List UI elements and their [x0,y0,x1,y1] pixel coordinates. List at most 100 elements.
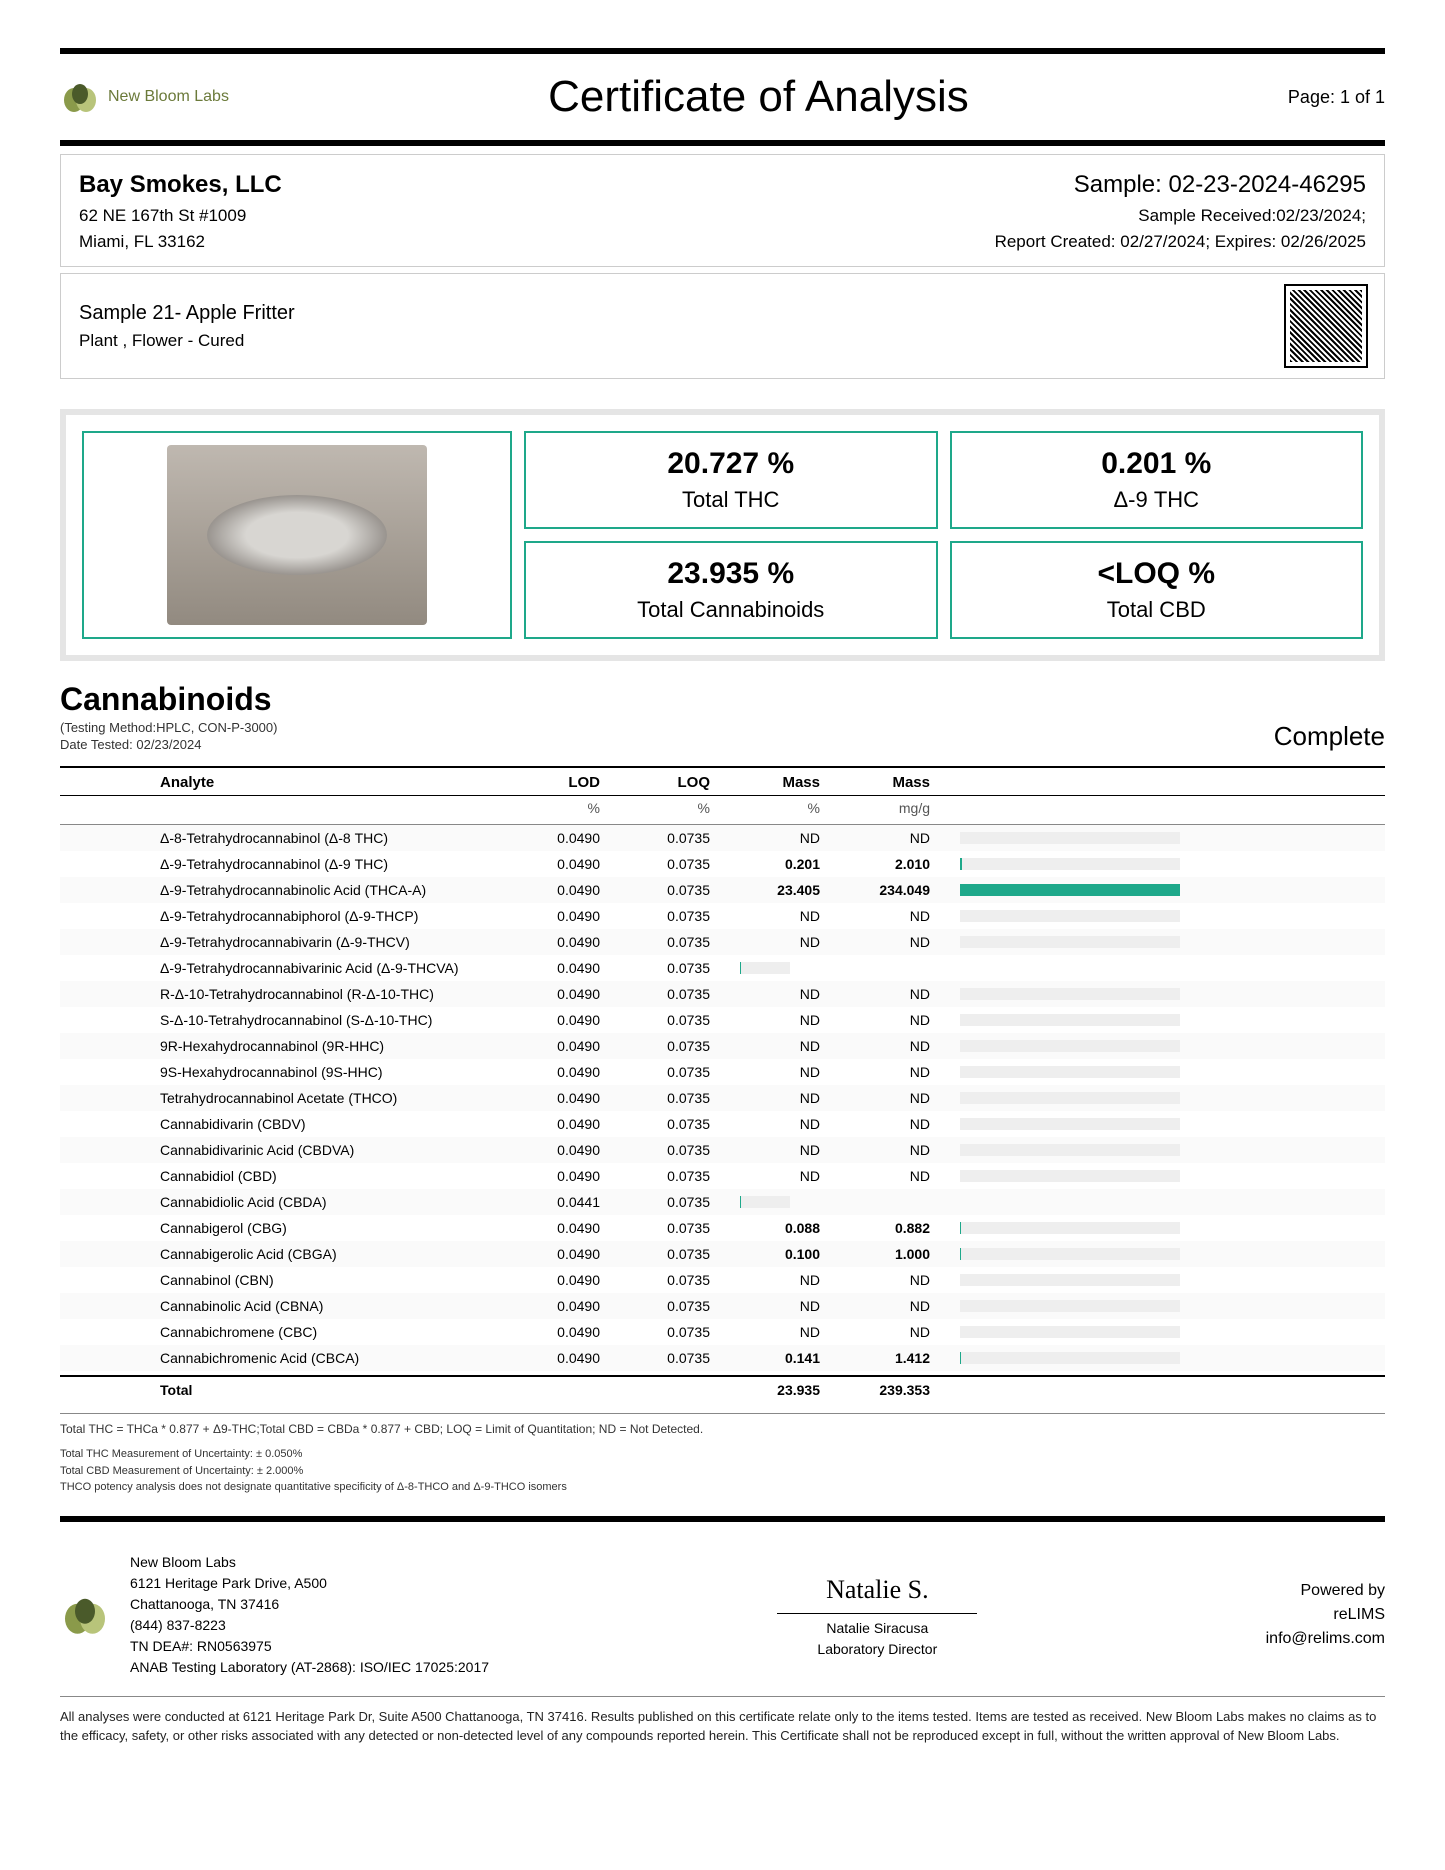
cell-mass-mgg: ND [850,908,960,924]
client-addr2: Miami, FL 33162 [79,229,282,255]
col-mass-pct: Mass [740,774,850,791]
cell-mass-pct: ND [740,1012,850,1028]
table-row: Δ-9-Tetrahydrocannabivarinic Acid (Δ-9-T… [60,955,1385,981]
analyte-name: Cannabichromenic Acid (CBCA) [160,1350,520,1366]
cell-lod: 0.0490 [520,986,630,1002]
cell-lod: 0.0490 [520,1246,630,1262]
cell-loq: 0.0735 [630,908,740,924]
table-row: Cannabidivarinic Acid (CBDVA)0.04900.073… [60,1137,1385,1163]
cell-loq: 0.0735 [630,1038,740,1054]
cell-mass-pct: ND [740,986,850,1002]
analyte-name: Cannabidivarinic Acid (CBDVA) [160,1142,520,1158]
client-name: Bay Smokes, LLC [79,167,282,203]
cell-mass-mgg: ND [850,1038,960,1054]
stat-label: Δ-9 THC [952,487,1362,513]
sample-photo [82,431,512,639]
sig-title: Laboratory Director [777,1639,977,1660]
brand-name: New Bloom Labs [108,88,229,106]
unit-lod: % [520,800,630,816]
sample-matrix: Plant , Flower - Cured [79,328,295,354]
sample-received: Sample Received:02/23/2024; [995,203,1366,229]
table-row: Δ-9-Tetrahydrocannabinol (Δ-9 THC)0.0490… [60,851,1385,877]
cell-mass-pct: ND [740,908,850,924]
leaf-icon [60,82,100,112]
stat-value: 23.935 % [526,557,936,591]
stat-total-cannabinoids: 23.935 % Total Cannabinoids [524,541,938,639]
total-mass-pct: 23.935 [740,1382,850,1398]
cell-mass-pct: 0.201 [740,856,850,872]
cell-mass-pct: 0.100 [740,1246,850,1262]
footnote-cbd-mou: Total CBD Measurement of Uncertainty: ± … [60,1463,1385,1480]
analyte-name: Cannabidiolic Acid (CBDA) [160,1194,520,1210]
cell-lod: 0.0490 [520,882,630,898]
analyte-name: 9S-Hexahydrocannabinol (9S-HHC) [160,1064,520,1080]
cell-mass-pct: ND [740,1090,850,1106]
table-row: R-Δ-10-Tetrahydrocannabinol (R-Δ-10-THC)… [60,981,1385,1007]
analyte-name: S-Δ-10-Tetrahydrocannabinol (S-Δ-10-THC) [160,1012,520,1028]
cell-mass-pct: 0.141 [740,1350,850,1366]
cell-loq: 0.0735 [630,1142,740,1158]
sig-name: Natalie Siracusa [777,1618,977,1639]
footnote-thco: THCO potency analysis does not designate… [60,1479,1385,1496]
bar-chart-cell [740,1196,790,1208]
powered-brand: reLIMS [1266,1603,1385,1627]
stat-value: 0.201 % [952,447,1362,481]
cell-loq: 0.0735 [630,830,740,846]
cell-mass-pct: 0.088 [740,1220,850,1236]
sample-id: Sample: 02-23-2024-46295 [995,167,1366,203]
analyte-name: Cannabinol (CBN) [160,1272,520,1288]
cell-loq: 0.0735 [630,960,740,976]
cell-mass-mgg: ND [850,830,960,846]
section-status: Complete [1274,721,1385,752]
cell-lod: 0.0490 [520,1142,630,1158]
cell-loq: 0.0735 [630,1246,740,1262]
cell-lod: 0.0490 [520,856,630,872]
bar-chart-cell [740,962,790,974]
page-header: New Bloom Labs Certificate of Analysis P… [60,62,1385,132]
col-analyte: Analyte [160,774,520,791]
bar-chart-cell [960,1092,1180,1104]
bar-chart-cell [960,858,1180,870]
stat-label: Total CBD [952,597,1362,623]
lab-phone: (844) 837-8223 [130,1615,489,1636]
table-row: Δ-9-Tetrahydrocannabivarin (Δ-9-THCV)0.0… [60,929,1385,955]
cell-loq: 0.0735 [630,856,740,872]
cell-loq: 0.0735 [630,1116,740,1132]
col-lod: LOD [520,774,630,791]
cell-lod: 0.0490 [520,960,630,976]
cell-mass-mgg: 2.010 [850,856,960,872]
table-row: 9S-Hexahydrocannabinol (9S-HHC)0.04900.0… [60,1059,1385,1085]
report-created: Report Created: 02/27/2024; Expires: 02/… [995,229,1366,255]
cell-mass-mgg: 1.000 [850,1246,960,1262]
cell-mass-mgg: ND [850,1298,960,1314]
section-method: (Testing Method:HPLC, CON-P-3000) [60,720,277,735]
cell-lod: 0.0490 [520,934,630,950]
client-addr1: 62 NE 167th St #1009 [79,203,282,229]
unit-mass-mgg: mg/g [850,800,960,816]
unit-mass-pct: % [740,800,850,816]
cell-loq: 0.0735 [630,1012,740,1028]
analyte-name: Δ-9-Tetrahydrocannabinol (Δ-9 THC) [160,856,520,872]
cell-mass-mgg: ND [850,1324,960,1340]
cell-lod: 0.0490 [520,1220,630,1236]
signature-block: Natalie S. Natalie Siracusa Laboratory D… [777,1570,977,1660]
cell-mass-pct: ND [740,1064,850,1080]
analyte-name: Δ-8-Tetrahydrocannabinol (Δ-8 THC) [160,830,520,846]
cell-mass-pct: ND [740,1272,850,1288]
footnote-thc-mou: Total THC Measurement of Uncertainty: ± … [60,1446,1385,1463]
signature-icon: Natalie S. [777,1570,977,1609]
lab-name: New Bloom Labs [130,1552,489,1573]
unit-loq: % [630,800,740,816]
summary-panel: 20.727 % Total THC 0.201 % Δ-9 THC 23.93… [60,409,1385,661]
table-row: Cannabichromenic Acid (CBCA)0.04900.0735… [60,1345,1385,1371]
section-header: Cannabinoids (Testing Method:HPLC, CON-P… [60,681,1385,752]
total-mass-mgg: 239.353 [850,1382,960,1398]
table-row: Cannabigerolic Acid (CBGA)0.04900.07350.… [60,1241,1385,1267]
footnotes: Total THC = THCa * 0.877 + Δ9-THC;Total … [60,1413,1385,1496]
cell-loq: 0.0735 [630,1298,740,1314]
bar-chart-cell [960,832,1180,844]
cell-mass-mgg: ND [850,1064,960,1080]
cell-mass-mgg: ND [850,934,960,950]
bar-chart-cell [960,1326,1180,1338]
bar-chart-cell [960,1222,1180,1234]
